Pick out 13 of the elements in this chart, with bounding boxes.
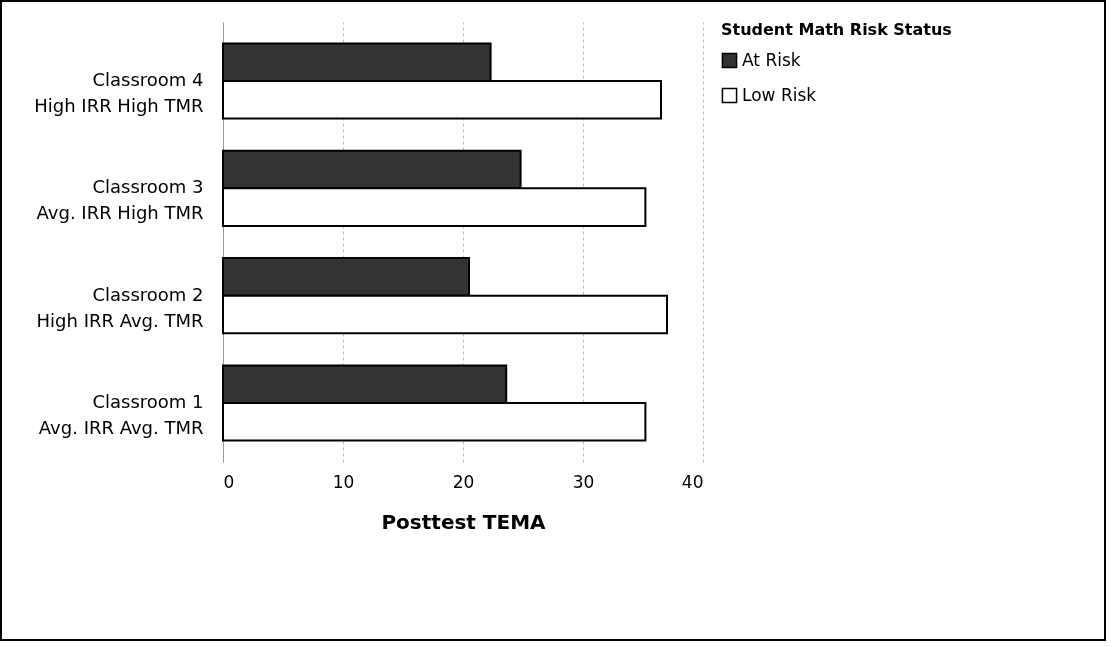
y-tick-label: Classroom 2 High IRR Avg. TMR (36, 283, 204, 331)
x-axis-title: Posttest TEMA (381, 509, 547, 534)
y-tick-label: Classroom 1 Avg. IRR Avg. TMR (38, 390, 204, 438)
y-tick-label: Classroom 3 Avg. IRR High TMR (36, 176, 204, 224)
x-tick-label: 10 (332, 471, 355, 492)
y-tick-label: Classroom 4 High IRR High TMR (34, 69, 204, 117)
x-tick-label: 0 (223, 471, 235, 492)
legend-title: Student Math Risk Status (721, 20, 952, 39)
legend-label: At Risk (742, 49, 801, 70)
x-tick-label: 30 (572, 471, 595, 492)
x-tick-label: 40 (681, 471, 704, 492)
x-tick-label: 20 (452, 471, 475, 492)
legend-label: Low Risk (742, 84, 817, 105)
